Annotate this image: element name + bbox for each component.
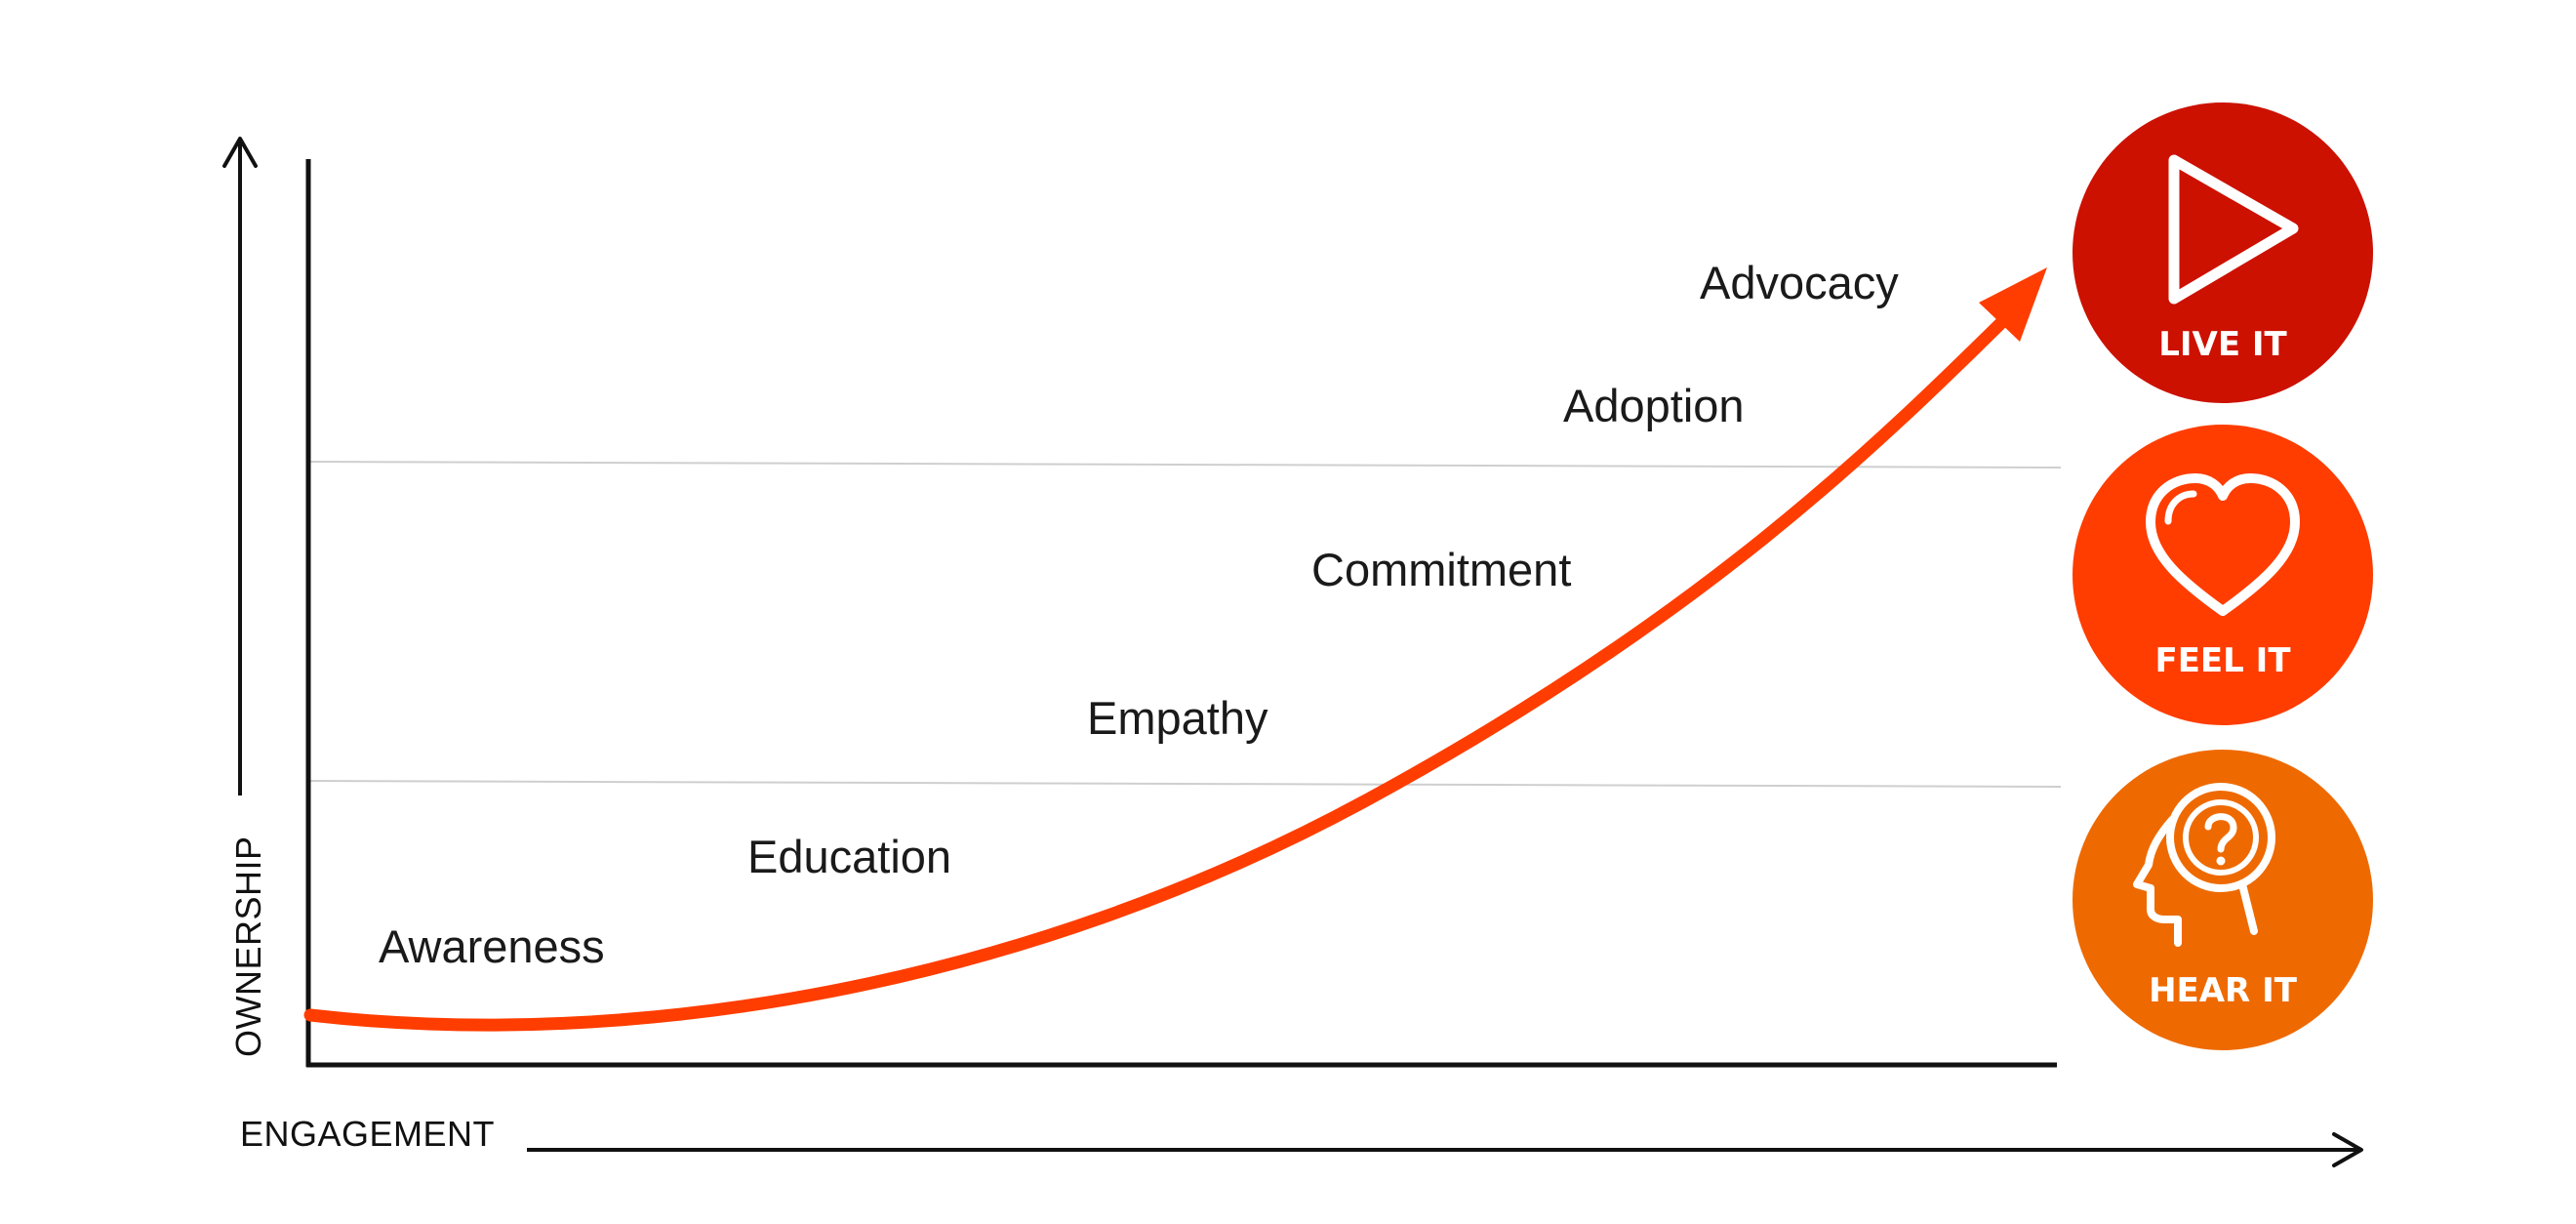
- head-question-icon: [2133, 783, 2275, 947]
- ownership-label: OWNERSHIP: [228, 836, 268, 1057]
- guide-line-upper: [307, 461, 2062, 469]
- badge-hear-it-label: HEAR IT: [2149, 971, 2298, 1010]
- badge-live-it: LIVE IT: [2073, 102, 2373, 403]
- engagement-label: ENGAGEMENT: [240, 1114, 495, 1154]
- stage-label-commitment: Commitment: [1311, 544, 1571, 595]
- badge-feel-it-circle: [2073, 425, 2373, 725]
- badge-hear-it: HEAR IT: [2073, 750, 2373, 1050]
- ownership-arrow: [222, 137, 258, 796]
- play-icon: [2168, 154, 2299, 305]
- badge-live-it-label: LIVE IT: [2158, 325, 2287, 364]
- badge-hear-it-circle: [2073, 750, 2373, 1050]
- badge-feel-it: FEEL IT: [2073, 425, 2373, 725]
- stage-label-empathy: Empathy: [1087, 692, 1268, 744]
- guide-line-lower: [307, 780, 2062, 788]
- badge-live-it-circle: [2073, 102, 2373, 403]
- heart-icon: [2146, 473, 2300, 616]
- growth-curve-arrowhead: [1979, 267, 2047, 342]
- stage-label-advocacy: Advocacy: [1700, 257, 1899, 308]
- stage-label-adoption: Adoption: [1563, 380, 1745, 431]
- badge-feel-it-label: FEEL IT: [2154, 641, 2291, 680]
- stage-label-awareness: Awareness: [379, 920, 605, 972]
- growth-curve: [303, 298, 2027, 1032]
- stage-label-education: Education: [747, 831, 951, 882]
- engagement-arrow: [527, 1132, 2363, 1167]
